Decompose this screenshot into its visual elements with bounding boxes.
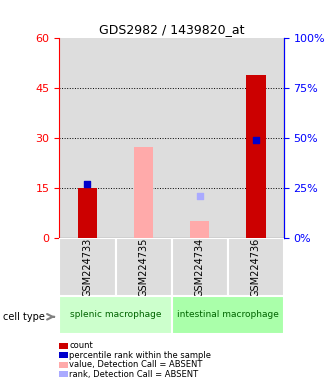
Point xyxy=(197,194,202,200)
Bar xyxy=(246,75,266,238)
Text: splenic macrophage: splenic macrophage xyxy=(70,310,161,319)
Bar xyxy=(59,371,68,377)
FancyBboxPatch shape xyxy=(115,238,172,296)
Text: GSM224735: GSM224735 xyxy=(139,237,148,296)
Bar xyxy=(115,38,172,238)
Bar xyxy=(59,362,68,368)
Text: percentile rank within the sample: percentile rank within the sample xyxy=(69,351,211,360)
Text: count: count xyxy=(69,341,93,350)
Text: rank, Detection Call = ABSENT: rank, Detection Call = ABSENT xyxy=(69,370,198,379)
FancyBboxPatch shape xyxy=(59,296,172,334)
Bar xyxy=(134,147,153,238)
Text: cell type: cell type xyxy=(3,312,45,322)
Point xyxy=(253,137,258,143)
Text: GSM224734: GSM224734 xyxy=(195,237,205,296)
Bar xyxy=(78,188,97,238)
FancyBboxPatch shape xyxy=(59,238,116,296)
FancyBboxPatch shape xyxy=(172,238,228,296)
Title: GDS2982 / 1439820_at: GDS2982 / 1439820_at xyxy=(99,23,244,36)
Text: value, Detection Call = ABSENT: value, Detection Call = ABSENT xyxy=(69,360,203,369)
Bar xyxy=(190,222,210,238)
Bar xyxy=(59,38,116,238)
FancyBboxPatch shape xyxy=(172,296,284,334)
FancyBboxPatch shape xyxy=(228,238,284,296)
Point xyxy=(85,181,90,187)
Text: GSM224736: GSM224736 xyxy=(251,237,261,296)
Bar xyxy=(228,38,284,238)
Bar xyxy=(59,343,68,349)
Text: GSM224733: GSM224733 xyxy=(82,237,92,296)
Bar xyxy=(59,352,68,358)
Text: intestinal macrophage: intestinal macrophage xyxy=(177,310,279,319)
Bar xyxy=(172,38,228,238)
